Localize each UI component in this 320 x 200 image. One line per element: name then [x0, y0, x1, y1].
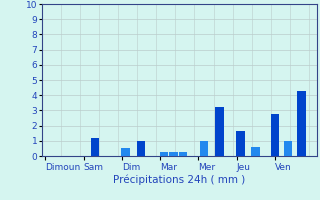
Bar [297, 91, 306, 156]
Bar [215, 107, 224, 156]
Bar [169, 152, 178, 156]
Bar [91, 138, 99, 156]
Bar [270, 114, 279, 156]
Bar [252, 147, 260, 156]
Bar [200, 141, 208, 156]
Bar [284, 141, 292, 156]
Bar [122, 148, 130, 156]
Bar [236, 131, 244, 156]
X-axis label: Précipitations 24h ( mm ): Précipitations 24h ( mm ) [113, 175, 245, 185]
Bar [179, 152, 187, 156]
Bar [160, 152, 168, 156]
Bar [137, 141, 145, 156]
